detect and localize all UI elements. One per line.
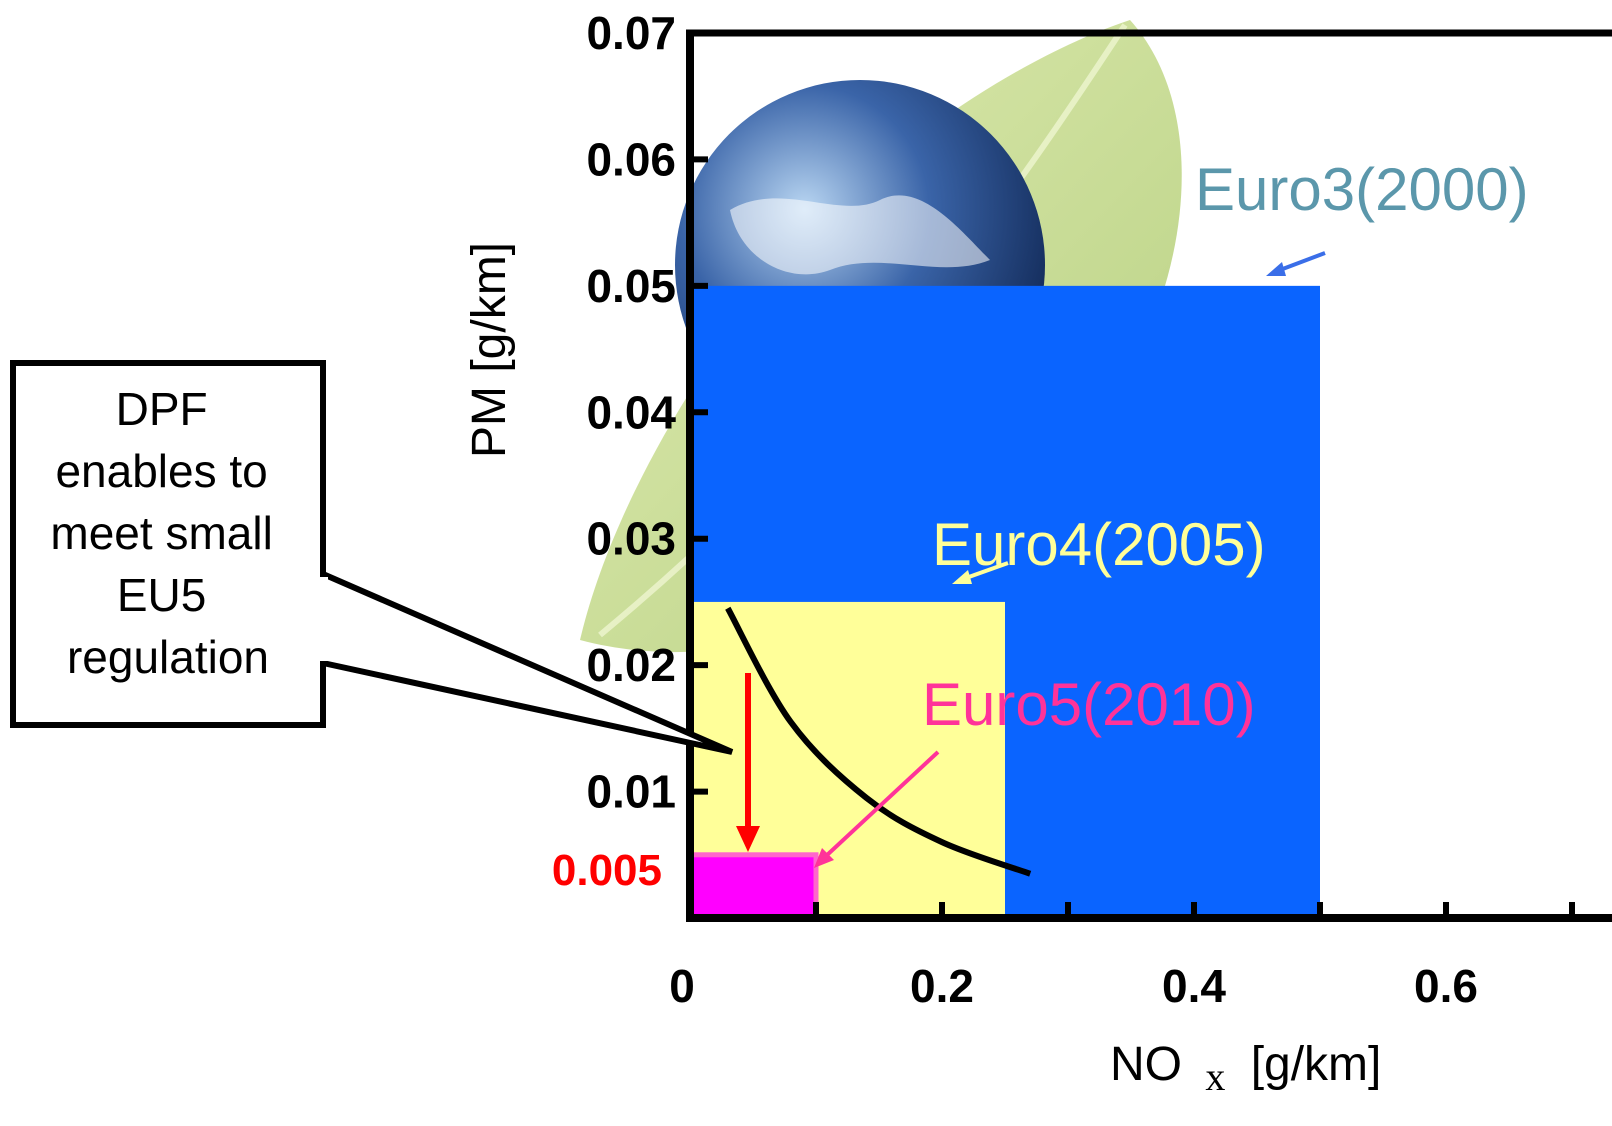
x-tick-label-0.6: 0.6 bbox=[1414, 960, 1478, 1012]
euro5-label: Euro5(2010) bbox=[922, 671, 1256, 738]
x-tick-label-0.4: 0.4 bbox=[1162, 960, 1226, 1012]
x-axis-label-subscript: x bbox=[1205, 1054, 1225, 1099]
y-tick-label-0.05: 0.05 bbox=[586, 260, 676, 312]
x-ticks: 0 0.2 0.4 0.6 bbox=[669, 902, 1575, 1012]
euro3-label: Euro3(2000) bbox=[1195, 156, 1529, 223]
regions-layer bbox=[687, 285, 1320, 921]
y-tick-label-0.02: 0.02 bbox=[586, 639, 676, 691]
x-axis-label-main: NO bbox=[1110, 1038, 1182, 1091]
dpf-callout: DPF enables to meet small EU5 regulation bbox=[10, 360, 734, 755]
axes-frame bbox=[686, 29, 1612, 922]
x-tick-label-0: 0 bbox=[669, 960, 695, 1012]
y-axis-label: PM [g/km] bbox=[463, 242, 516, 458]
x-tick-label-0.2: 0.2 bbox=[910, 960, 974, 1012]
euro5-pointer-arrow bbox=[814, 750, 940, 868]
reduction-arrow bbox=[736, 673, 760, 852]
y-tick-label-0.03: 0.03 bbox=[586, 513, 676, 565]
y-tick-label-0.07: 0.07 bbox=[586, 7, 676, 59]
region-euro5-2010- bbox=[690, 854, 816, 918]
euro4-pointer-arrow bbox=[952, 561, 1009, 584]
euro3-pointer-arrow bbox=[1266, 251, 1326, 276]
y-ticks: 0.01 0.02 0.03 0.04 0.05 0.06 0.07 bbox=[586, 7, 708, 818]
callout-line-2: enables to bbox=[55, 445, 267, 497]
callout-line-5: regulation bbox=[67, 631, 269, 683]
y-tick-label-0.06: 0.06 bbox=[586, 133, 676, 185]
tradeoff-curve bbox=[725, 606, 1032, 877]
callout-line-3: meet small bbox=[50, 507, 272, 559]
y-tick-label-0.04: 0.04 bbox=[586, 386, 676, 438]
callout-text: DPF enables to meet small EU5 regulation bbox=[50, 383, 285, 683]
euro4-label: Euro4(2005) bbox=[932, 511, 1266, 578]
y-tick-label-0.01: 0.01 bbox=[586, 766, 676, 818]
callout-line-4: EU5 bbox=[117, 569, 206, 621]
y-tick-label-0.005: 0.005 bbox=[552, 846, 662, 895]
callout-line-1: DPF bbox=[116, 383, 208, 435]
x-axis-label-unit: [g/km] bbox=[1251, 1038, 1382, 1091]
callout-box bbox=[10, 360, 326, 728]
earth-cloud bbox=[730, 195, 990, 275]
x-axis-label: NO x [g/km] bbox=[1110, 1038, 1381, 1101]
